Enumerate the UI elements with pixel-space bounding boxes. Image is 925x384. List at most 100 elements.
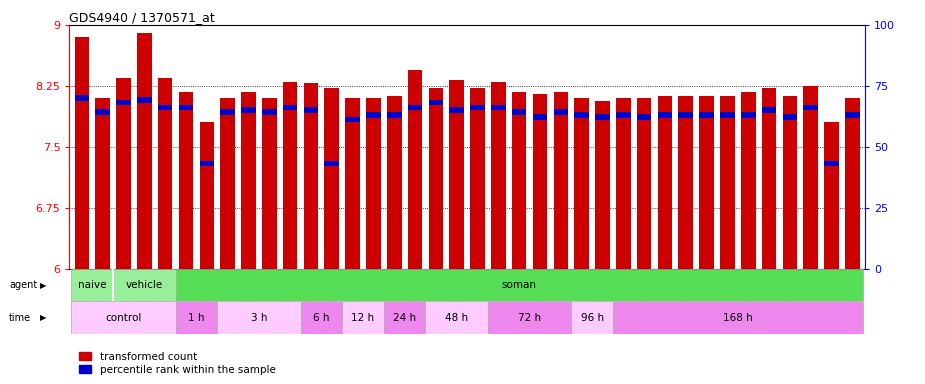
Bar xyxy=(721,112,734,118)
Bar xyxy=(450,80,464,269)
Bar xyxy=(283,82,298,269)
Text: 96 h: 96 h xyxy=(581,313,604,323)
Text: GDS4940 / 1370571_at: GDS4940 / 1370571_at xyxy=(69,11,216,24)
Bar xyxy=(345,98,360,269)
Bar xyxy=(158,104,172,110)
Bar xyxy=(366,98,381,269)
Bar xyxy=(179,93,193,269)
Bar xyxy=(301,301,342,334)
Bar xyxy=(741,112,756,118)
Text: 12 h: 12 h xyxy=(352,313,375,323)
Bar xyxy=(303,83,318,269)
Bar xyxy=(387,112,401,118)
Bar xyxy=(95,109,110,115)
Bar xyxy=(491,82,506,269)
Bar xyxy=(176,269,863,301)
Bar xyxy=(75,95,89,101)
Bar xyxy=(95,98,110,269)
Bar xyxy=(303,107,318,113)
Bar xyxy=(845,98,859,269)
Bar xyxy=(658,112,672,118)
Bar xyxy=(262,109,277,115)
Bar xyxy=(804,86,818,269)
Bar xyxy=(488,301,572,334)
Bar xyxy=(699,112,714,118)
Bar xyxy=(325,88,339,269)
Bar xyxy=(366,112,381,118)
Bar xyxy=(616,98,631,269)
Bar xyxy=(176,301,217,334)
Bar xyxy=(533,114,548,120)
Bar xyxy=(387,96,401,269)
Bar xyxy=(117,78,130,269)
Bar xyxy=(200,122,214,269)
Text: vehicle: vehicle xyxy=(126,280,163,290)
Legend: transformed count, percentile rank within the sample: transformed count, percentile rank withi… xyxy=(75,348,279,379)
Text: control: control xyxy=(105,313,142,323)
Bar xyxy=(217,301,301,334)
Bar xyxy=(470,88,485,269)
Bar xyxy=(512,109,526,115)
Bar xyxy=(137,97,152,103)
Bar xyxy=(342,301,384,334)
Bar xyxy=(741,92,756,269)
Bar xyxy=(721,96,734,269)
Bar xyxy=(384,301,426,334)
Text: 48 h: 48 h xyxy=(445,313,468,323)
Bar xyxy=(241,107,255,113)
Bar xyxy=(574,112,589,118)
Text: 168 h: 168 h xyxy=(723,313,753,323)
Bar xyxy=(613,301,863,334)
Bar xyxy=(783,96,797,269)
Bar xyxy=(679,96,693,269)
Bar xyxy=(428,100,443,106)
Bar xyxy=(572,301,613,334)
Bar xyxy=(262,98,277,269)
Text: 6 h: 6 h xyxy=(313,313,329,323)
Bar xyxy=(824,122,839,269)
Bar xyxy=(158,78,172,269)
Bar xyxy=(616,112,631,118)
Bar xyxy=(636,98,651,269)
Text: 24 h: 24 h xyxy=(393,313,416,323)
Bar xyxy=(200,161,214,166)
Bar xyxy=(804,104,818,110)
Text: naive: naive xyxy=(78,280,106,290)
Bar xyxy=(179,104,193,110)
Bar xyxy=(533,94,548,269)
Text: 1 h: 1 h xyxy=(188,313,204,323)
Bar xyxy=(762,107,776,113)
Bar xyxy=(553,109,568,115)
Bar xyxy=(428,88,443,269)
Bar xyxy=(762,88,776,269)
Bar xyxy=(408,104,423,110)
Bar xyxy=(408,70,423,269)
Bar xyxy=(345,117,360,122)
Bar xyxy=(450,107,464,113)
Text: time: time xyxy=(9,313,31,323)
Text: 3 h: 3 h xyxy=(251,313,267,323)
Bar xyxy=(283,104,298,110)
Bar xyxy=(71,269,113,301)
Bar xyxy=(553,92,568,269)
Bar xyxy=(679,112,693,118)
Bar xyxy=(574,98,589,269)
Bar xyxy=(220,109,235,115)
Bar xyxy=(491,104,506,110)
Bar xyxy=(325,161,339,166)
Text: soman: soman xyxy=(501,280,536,290)
Bar xyxy=(470,104,485,110)
Bar xyxy=(595,114,610,120)
Bar xyxy=(426,301,488,334)
Bar xyxy=(75,37,89,269)
Bar xyxy=(71,301,176,334)
Bar xyxy=(241,93,255,269)
Bar xyxy=(636,114,651,120)
Bar xyxy=(783,114,797,120)
Bar xyxy=(699,96,714,269)
Bar xyxy=(113,269,176,301)
Text: ▶: ▶ xyxy=(40,313,46,322)
Bar xyxy=(824,161,839,166)
Bar xyxy=(595,101,610,269)
Text: 72 h: 72 h xyxy=(518,313,541,323)
